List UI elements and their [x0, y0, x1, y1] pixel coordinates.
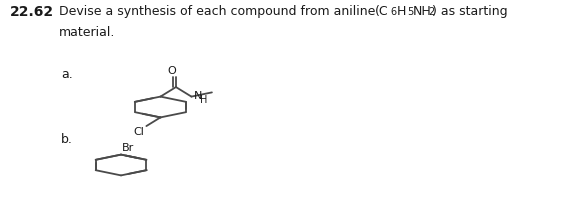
Text: 5: 5 — [407, 7, 413, 17]
Text: a.: a. — [61, 68, 73, 81]
Text: (C: (C — [374, 5, 388, 18]
Text: H: H — [397, 5, 406, 18]
Text: b.: b. — [61, 133, 73, 146]
Text: ) as starting: ) as starting — [432, 5, 508, 18]
Text: Cl: Cl — [134, 127, 145, 137]
Text: 6: 6 — [390, 7, 396, 17]
Text: Br: Br — [122, 143, 134, 153]
Text: NH: NH — [413, 5, 431, 18]
Text: Devise a synthesis of each compound from aniline: Devise a synthesis of each compound from… — [59, 5, 376, 18]
Text: 22.62: 22.62 — [10, 5, 54, 19]
Text: N: N — [194, 91, 202, 101]
Text: H: H — [200, 95, 208, 105]
Text: material.: material. — [59, 26, 115, 39]
Text: O: O — [167, 66, 176, 76]
Text: 2: 2 — [428, 7, 434, 17]
